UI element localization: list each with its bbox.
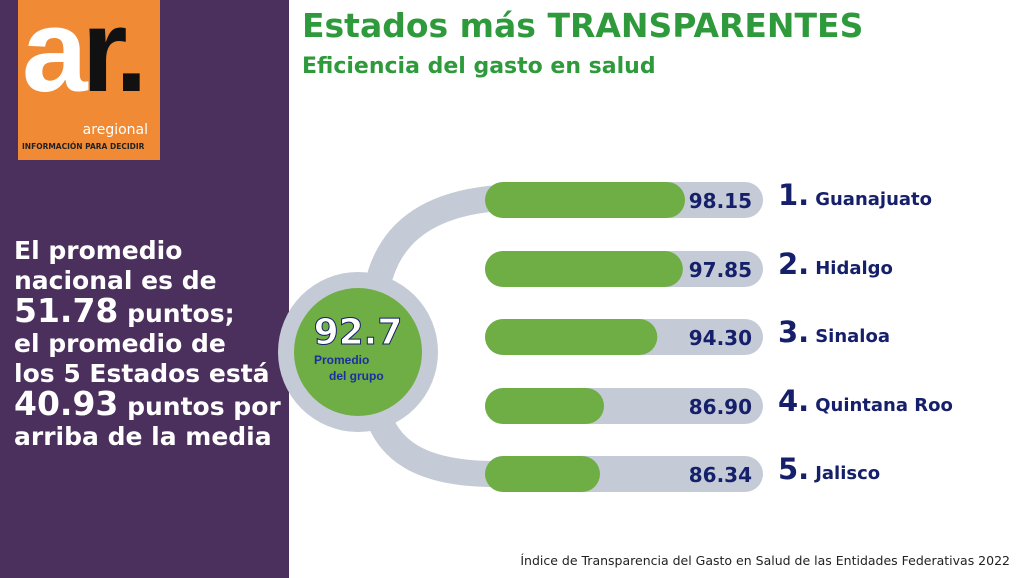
summary-line: arriba de la media [14,422,272,451]
rank-number: 4. [778,384,810,418]
summary-text: El promedio nacional es de 51.78 puntos;… [14,236,281,452]
source-note: Índice de Transparencia del Gasto en Sal… [520,553,1010,568]
state-label: 4. Quintana Roo [778,384,953,418]
page-title: Estados más TRANSPARENTES [302,6,864,45]
state-label: 2. Hidalgo [778,247,893,281]
aregional-logo: ar. aregional INFORMACIÓN PARA DECIDIR [18,0,160,160]
logo-name: aregional [82,122,148,138]
summary-line: 51.78 puntos; [14,294,281,329]
average-label-1: Promedio [314,353,369,367]
state-name: Hidalgo [815,258,893,279]
rank-number: 3. [778,315,810,349]
bar-value-label: 98.15 [689,189,752,213]
bar-fill [485,182,686,218]
summary-text-part: puntos por [118,392,281,421]
bar-value-label: 86.90 [689,395,752,419]
page-subtitle: Eficiencia del gasto en salud [302,54,656,79]
rank-number: 1. [778,178,810,212]
average-value: 92.7 [314,312,403,353]
logo-tagline: INFORMACIÓN PARA DECIDIR [22,142,145,151]
summary-text-part: puntos; [118,299,235,328]
bar-value-label: 94.30 [689,326,752,350]
rank-number: 2. [778,247,810,281]
summary-line: el promedio de [14,329,226,358]
logo-mark: ar. [22,0,148,117]
state-name: Sinaloa [815,326,890,347]
national-average: 51.78 [14,291,119,330]
bar-fill [485,456,600,492]
bar-value-label: 97.85 [689,258,752,282]
state-label: 5. Jalisco [778,452,880,486]
average-circle [294,288,422,416]
left-panel: ar. aregional INFORMACIÓN PARA DECIDIR E… [0,0,289,578]
summary-line: 40.93 puntos por [14,387,281,422]
bar-fill [485,319,658,355]
summary-line: los 5 Estados está [14,359,270,388]
average-label-2: del grupo [329,369,384,383]
bar-value-label: 86.34 [689,463,752,487]
state-name: Guanajuato [815,189,933,210]
rank-number: 5. [778,452,810,486]
bar-fill [485,388,605,424]
difference-value: 40.93 [14,384,119,423]
summary-line: El promedio [14,236,183,265]
state-label: 3. Sinaloa [778,315,890,349]
summary-line: nacional es de [14,266,217,295]
state-name: Quintana Roo [815,395,953,416]
bar-fill [485,251,683,287]
state-label: 1. Guanajuato [778,178,932,212]
state-name: Jalisco [815,463,881,484]
